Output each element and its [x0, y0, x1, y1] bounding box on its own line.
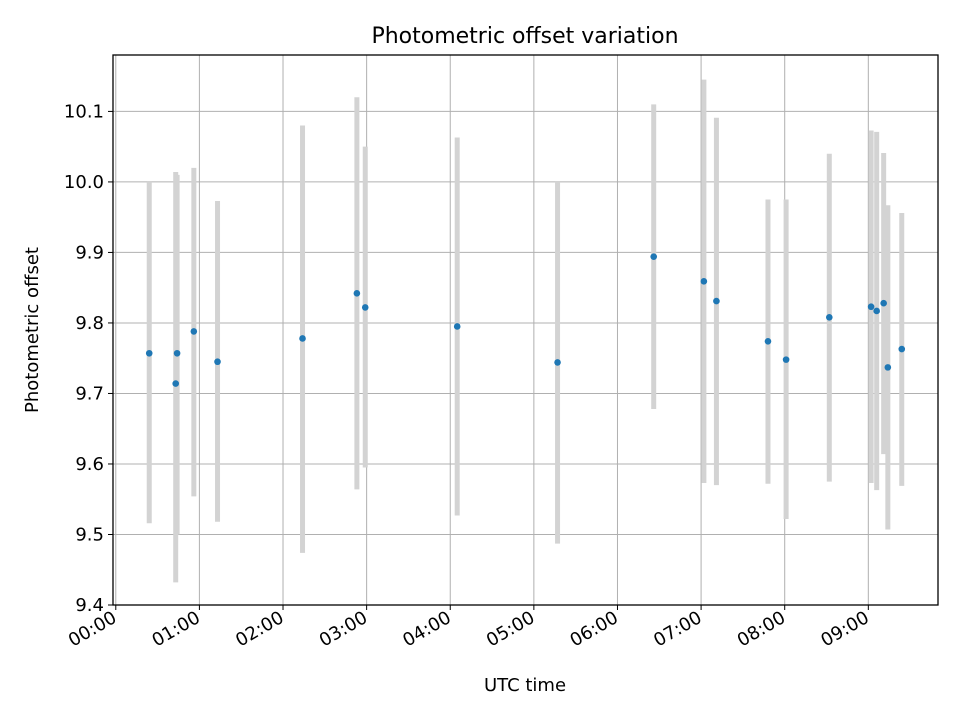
- y-axis-title: Photometric offset: [22, 247, 43, 413]
- data-point: [650, 253, 658, 260]
- data-point: [873, 307, 880, 315]
- plot-frame: [112, 54, 939, 606]
- y-tick-label: 10.0: [64, 172, 104, 193]
- y-tick-label: 9.7: [75, 383, 104, 404]
- data-point: [713, 297, 720, 305]
- data-point: [764, 337, 772, 345]
- data-point: [190, 328, 198, 335]
- data-point: [782, 356, 790, 363]
- y-tick-label: 10.1: [64, 101, 104, 122]
- y-tick-label: 9.8: [75, 313, 104, 334]
- data-point: [453, 323, 461, 330]
- y-tick-label: 9.9: [75, 242, 104, 263]
- y-tick-label: 9.5: [75, 524, 104, 545]
- y-tick-label: 9.4: [75, 595, 104, 616]
- data-point: [173, 349, 181, 357]
- data-point: [700, 278, 708, 285]
- data-point: [884, 364, 892, 371]
- data-point: [145, 349, 153, 357]
- data-point: [867, 303, 875, 311]
- data-point: [299, 335, 306, 342]
- data-point: [353, 290, 361, 297]
- y-tick-label: 9.6: [75, 454, 104, 475]
- data-point: [554, 359, 561, 366]
- data-point: [826, 314, 833, 321]
- data-point: [172, 380, 180, 387]
- x-axis-title: UTC time: [484, 675, 566, 696]
- data-point: [880, 299, 887, 307]
- data-point: [898, 345, 906, 353]
- chart-title: Photometric offset variation: [371, 24, 678, 49]
- data-point: [214, 358, 221, 366]
- y-axis: 9.4 9.5 9.6 9.7 9.8 9.9 10.0 10.1: [64, 101, 113, 616]
- data-point: [361, 304, 369, 311]
- data-points: [145, 253, 906, 387]
